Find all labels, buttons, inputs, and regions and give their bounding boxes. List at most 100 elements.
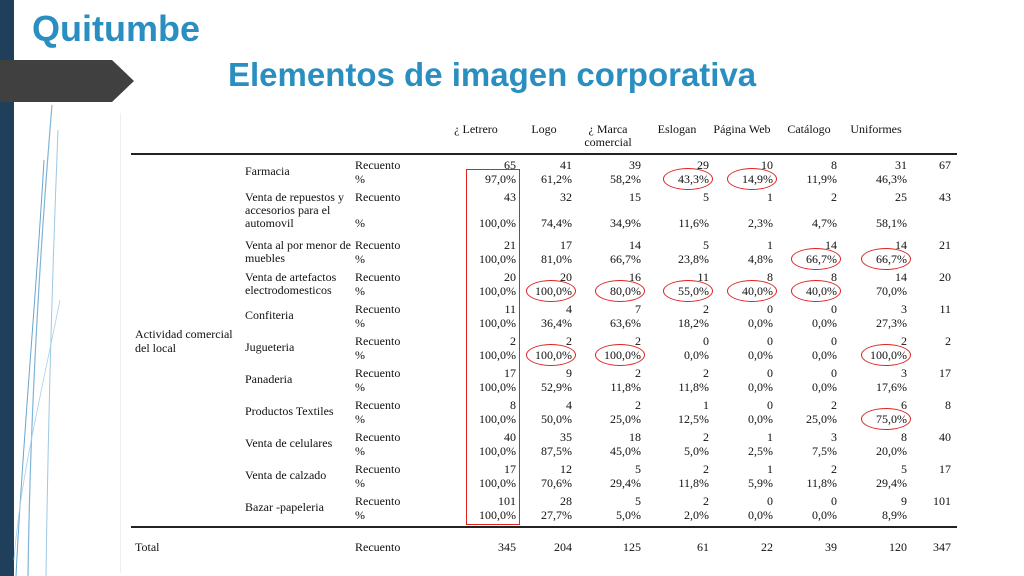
slide-title: Quitumbe (32, 8, 200, 49)
count-cell: 12 (560, 462, 572, 476)
percent-cell: 4,7% (812, 216, 837, 230)
pct-label: % (355, 412, 365, 426)
count-cell: 40 (504, 430, 516, 444)
total-cell: 347 (933, 540, 951, 554)
count-cell: 2 (703, 302, 709, 316)
slide-subtitle: Elementos de imagen corporativa (228, 56, 757, 93)
highlight-oval (595, 280, 645, 302)
row-category: Venta de calzado (245, 468, 327, 482)
highlight-oval (526, 280, 576, 302)
percent-cell: 5,9% (748, 476, 773, 490)
highlight-oval (663, 168, 713, 190)
percent-cell: 100,0% (479, 476, 516, 490)
percent-cell: 11,8% (678, 476, 709, 490)
pct-label: % (355, 216, 365, 230)
left-sidebar-band (0, 0, 14, 576)
count-cell: 7 (635, 302, 641, 316)
header-rule (131, 153, 957, 155)
count-cell: 5 (635, 494, 641, 508)
count-cell: 2 (635, 398, 641, 412)
pct-label: % (355, 444, 365, 458)
count-cell: 8 (510, 398, 516, 412)
recuento-label: Recuento (355, 158, 401, 172)
count-cell: 2 (945, 334, 951, 348)
count-cell: 4 (566, 398, 572, 412)
count-cell: 8 (901, 430, 907, 444)
highlight-oval (727, 280, 777, 302)
percent-cell: 27,3% (876, 316, 907, 330)
percent-cell: 52,9% (541, 380, 572, 394)
count-cell: 9 (566, 366, 572, 380)
percent-cell: 100,0% (479, 252, 516, 266)
count-cell: 11 (939, 302, 951, 316)
pct-label: % (355, 284, 365, 298)
count-cell: 20 (939, 270, 951, 284)
percent-cell: 29,4% (610, 476, 641, 490)
count-cell: 9 (901, 494, 907, 508)
count-cell: 0 (767, 494, 773, 508)
count-cell: 17 (939, 366, 951, 380)
row-category: Venta al por menor de muebles (245, 238, 351, 265)
percent-cell: 7,5% (812, 444, 837, 458)
count-cell: 101 (933, 494, 951, 508)
count-cell: 28 (560, 494, 572, 508)
count-cell: 2 (831, 462, 837, 476)
percent-cell: 0,0% (748, 380, 773, 394)
count-cell: 17 (560, 238, 572, 252)
total-cell: 39 (825, 540, 837, 554)
count-cell: 0 (767, 334, 773, 348)
count-cell: 2 (703, 430, 709, 444)
count-cell: 11 (697, 270, 709, 284)
count-cell: 2 (831, 190, 837, 204)
percent-cell: 66,7% (610, 252, 641, 266)
highlight-oval (727, 168, 777, 190)
recuento-label: Recuento (355, 302, 401, 316)
percent-cell: 61,2% (541, 172, 572, 186)
count-cell: 8 (831, 158, 837, 172)
row-category: Farmacia (245, 164, 290, 178)
count-cell: 5 (703, 238, 709, 252)
row-category: Confiteria (245, 308, 294, 322)
percent-cell: 2,0% (684, 508, 709, 522)
row-category: Bazar -papeleria (245, 500, 324, 514)
count-cell: 41 (560, 158, 572, 172)
percent-cell: 36,4% (541, 316, 572, 330)
percent-cell: 58,1% (876, 216, 907, 230)
count-cell: 35 (560, 430, 572, 444)
total-label: Total (135, 540, 160, 554)
decorative-curves (13, 104, 61, 576)
highlight-oval (861, 408, 911, 430)
percent-cell: 5,0% (616, 508, 641, 522)
highlight-rectangle (466, 169, 520, 525)
pct-label: % (355, 316, 365, 330)
recuento-label: Recuento (355, 334, 401, 348)
percent-cell: 11,8% (610, 380, 641, 394)
recuento-label: Recuento (355, 494, 401, 508)
count-cell: 2 (635, 366, 641, 380)
percent-cell: 0,0% (748, 348, 773, 362)
row-category: Panaderia (245, 372, 293, 386)
title-arrow-shape (0, 60, 134, 102)
total-cell: 120 (889, 540, 907, 554)
percent-cell: 25,0% (806, 412, 837, 426)
percent-cell: 27,7% (541, 508, 572, 522)
count-cell: 1 (767, 430, 773, 444)
percent-cell: 87,5% (541, 444, 572, 458)
count-cell: 5 (901, 462, 907, 476)
count-cell: 0 (767, 302, 773, 316)
count-cell: 0 (703, 334, 709, 348)
count-cell: 101 (498, 494, 516, 508)
percent-cell: 4,8% (748, 252, 773, 266)
count-cell: 8 (831, 270, 837, 284)
recuento-label: Recuento (355, 366, 401, 380)
percent-cell: 100,0% (479, 412, 516, 426)
percent-cell: 46,3% (876, 172, 907, 186)
total-cell: 204 (554, 540, 572, 554)
count-cell: 21 (504, 238, 516, 252)
percent-cell: 50,0% (541, 412, 572, 426)
count-cell: 0 (831, 494, 837, 508)
percent-cell: 100,0% (479, 316, 516, 330)
count-cell: 4 (566, 302, 572, 316)
column-header: Logo (531, 122, 557, 136)
highlight-oval (791, 248, 841, 270)
